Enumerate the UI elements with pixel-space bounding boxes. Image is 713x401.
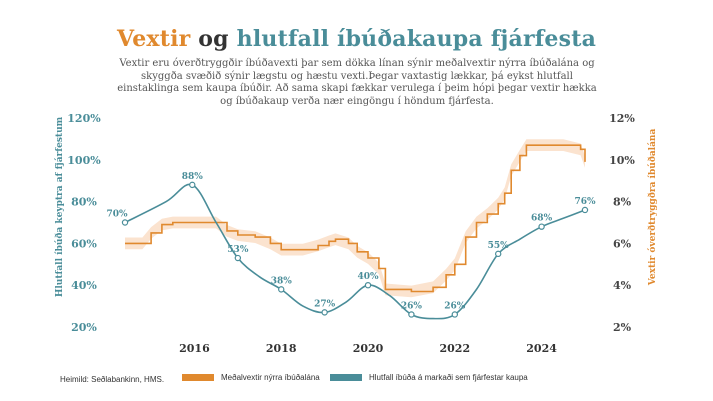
- left-tick-label: 40%: [71, 279, 97, 292]
- left-tick-label: 100%: [67, 154, 101, 167]
- right-tick-label: 6%: [613, 237, 632, 250]
- x-tick-label: 2022: [439, 342, 470, 355]
- investor-point: [321, 309, 328, 316]
- right-axis-title: Vextir óverðtryggðra íbúðalána: [647, 129, 658, 287]
- left-tick-label: 60%: [71, 237, 97, 250]
- investor-point: [581, 206, 589, 214]
- legend-swatch-rate: [182, 374, 214, 381]
- investor-data-label: 76%: [574, 197, 596, 207]
- chart-title-vextir: Vextir: [116, 26, 191, 52]
- investor-point: [364, 282, 372, 289]
- source-note: Heimild: Seðlabankinn, HMS.: [60, 375, 165, 384]
- right-tick-label: 10%: [609, 154, 635, 167]
- investor-point: [121, 219, 129, 226]
- investor-data-label: 70%: [106, 210, 128, 220]
- x-tick-label: 2020: [353, 342, 384, 355]
- investor-point: [189, 181, 196, 189]
- investor-point: [494, 250, 502, 258]
- investor-point: [234, 254, 242, 262]
- right-tick-label: 12%: [609, 112, 635, 125]
- left-tick-label: 120%: [67, 112, 101, 125]
- chart-subtitle: Vextir eru óverðtryggðir íbúðavexti þar …: [117, 58, 597, 107]
- investor-data-label: 40%: [357, 272, 379, 282]
- x-tick-label: 2016: [179, 342, 210, 355]
- left-axis-title: Hlutfall íbúða keyptra af fjárfestum: [54, 116, 65, 297]
- x-tick-label: 2018: [266, 342, 297, 355]
- legend-swatch-investor: [330, 374, 362, 381]
- investor-data-label: 38%: [271, 276, 293, 286]
- investor-data-label: 27%: [314, 299, 336, 309]
- investor-data-label: 53%: [227, 245, 249, 255]
- right-tick-label: 8%: [613, 196, 632, 209]
- investor-point: [278, 286, 285, 293]
- right-tick-label: 2%: [613, 321, 632, 334]
- left-tick-label: 20%: [71, 321, 97, 334]
- legend-item-rate: Meðalvextir nýrra íbúðalána: [182, 373, 320, 382]
- investor-data-label: 68%: [531, 214, 553, 224]
- investor-data-label: 88%: [182, 172, 204, 182]
- investor-point: [538, 223, 545, 230]
- legend-label-rate: Meðalvextir nýrra íbúðalána: [221, 373, 320, 382]
- investor-point: [408, 311, 415, 318]
- right-tick-label: 4%: [613, 279, 632, 292]
- investor-data-label: 55%: [488, 241, 510, 251]
- chart-title-hlutfall: hlutfall íbúðakaupa fjárfesta: [236, 26, 597, 52]
- rate-band: [125, 139, 585, 298]
- legend-label-investor: Hlutfall íbúða á markaði sem fjárfestar …: [369, 373, 528, 382]
- investor-data-label: 26%: [401, 301, 423, 311]
- left-tick-label: 80%: [71, 196, 97, 209]
- x-tick-label: 2024: [526, 342, 557, 355]
- chart-title: Vextir og hlutfall íbúðakaupa fjárfesta: [0, 26, 713, 52]
- legend-item-investor: Hlutfall íbúða á markaði sem fjárfestar …: [330, 373, 528, 382]
- investor-data-label: 26%: [444, 301, 466, 311]
- rate-line: [125, 144, 586, 293]
- chart-title-og: og: [190, 26, 237, 52]
- investor-point: [451, 311, 459, 318]
